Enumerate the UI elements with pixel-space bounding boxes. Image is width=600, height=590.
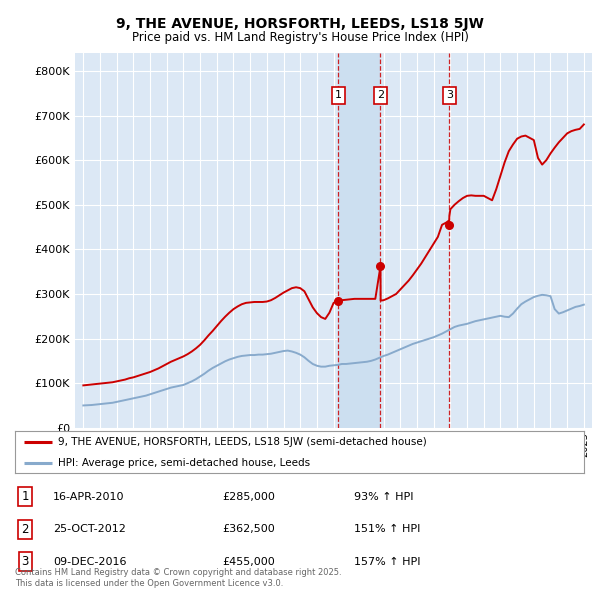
Text: 3: 3: [446, 90, 453, 100]
Text: HPI: Average price, semi-detached house, Leeds: HPI: Average price, semi-detached house,…: [58, 458, 310, 468]
Text: Contains HM Land Registry data © Crown copyright and database right 2025.
This d: Contains HM Land Registry data © Crown c…: [15, 568, 341, 588]
Text: 157% ↑ HPI: 157% ↑ HPI: [354, 557, 421, 566]
Text: £362,500: £362,500: [222, 525, 275, 534]
Text: 09-DEC-2016: 09-DEC-2016: [53, 557, 127, 566]
Text: £285,000: £285,000: [222, 492, 275, 502]
Text: 2: 2: [22, 523, 29, 536]
Bar: [338, 53, 380, 428]
Text: 2: 2: [377, 90, 384, 100]
Text: 93% ↑ HPI: 93% ↑ HPI: [354, 492, 413, 502]
Text: 151% ↑ HPI: 151% ↑ HPI: [354, 525, 421, 534]
Text: 3: 3: [22, 555, 29, 568]
Text: 9, THE AVENUE, HORSFORTH, LEEDS, LS18 5JW: 9, THE AVENUE, HORSFORTH, LEEDS, LS18 5J…: [116, 17, 484, 31]
Text: 9, THE AVENUE, HORSFORTH, LEEDS, LS18 5JW (semi-detached house): 9, THE AVENUE, HORSFORTH, LEEDS, LS18 5J…: [58, 437, 427, 447]
Text: 25-OCT-2012: 25-OCT-2012: [53, 525, 125, 534]
Text: 1: 1: [22, 490, 29, 503]
Text: £455,000: £455,000: [222, 557, 275, 566]
Text: 16-APR-2010: 16-APR-2010: [53, 492, 124, 502]
Text: 1: 1: [335, 90, 342, 100]
Text: Price paid vs. HM Land Registry's House Price Index (HPI): Price paid vs. HM Land Registry's House …: [131, 31, 469, 44]
